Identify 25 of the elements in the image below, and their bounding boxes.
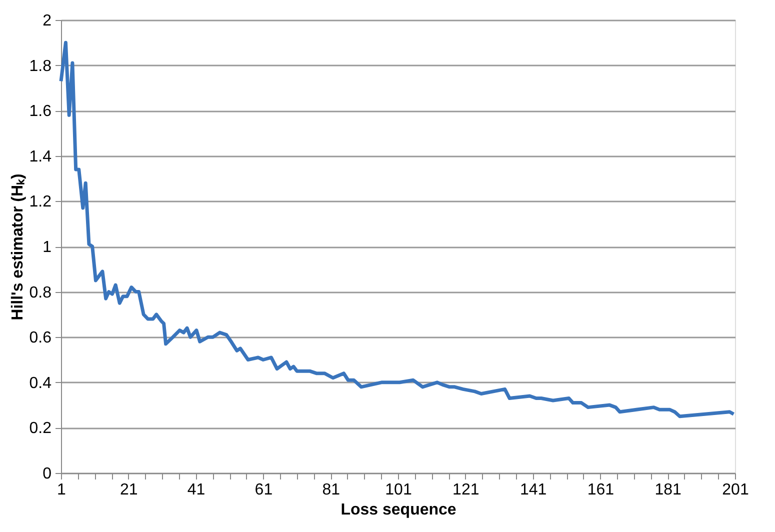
x-tick-label: 1 <box>57 482 66 498</box>
line-series <box>59 40 736 418</box>
y-tick-label: 2 <box>42 12 52 30</box>
x-tick-label: 121 <box>452 482 480 498</box>
x-axis-title: Loss sequence <box>340 502 456 518</box>
y-tick-label: 1.4 <box>29 148 52 166</box>
y-tick-label: 1.8 <box>29 58 52 75</box>
y-tick-label: 1.6 <box>29 103 52 120</box>
y-tick-label: 0.8 <box>29 284 52 302</box>
x-tick-label: 161 <box>587 482 614 498</box>
y-tick-label: 0.6 <box>29 330 52 347</box>
x-tick-label: 41 <box>187 482 206 498</box>
x-tick-label: 61 <box>254 482 273 498</box>
y-tick-label: 1.2 <box>29 194 52 211</box>
x-tick-label: 141 <box>520 482 547 498</box>
y-axis-title: Hill's estimator (Hₖ) <box>9 174 26 320</box>
y-tick-label: 0.4 <box>29 374 52 392</box>
x-tick-label: 181 <box>654 482 682 498</box>
y-tick-label: 0 <box>42 466 52 482</box>
x-tick-label: 21 <box>120 482 138 498</box>
x-tick-label: 101 <box>385 482 412 498</box>
x-tick-label: 81 <box>322 482 340 498</box>
x-tick-label: 201 <box>722 482 749 498</box>
y-tick-label: 1 <box>42 239 52 256</box>
y-tick-label: 0.2 <box>29 420 52 438</box>
